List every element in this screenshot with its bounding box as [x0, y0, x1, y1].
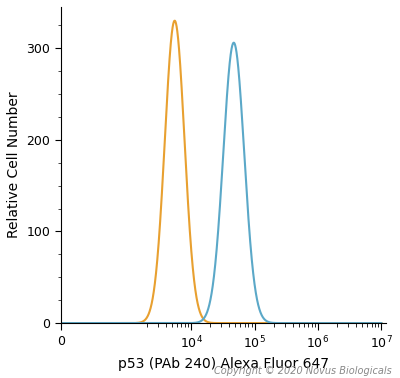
Y-axis label: Relative Cell Number: Relative Cell Number — [7, 92, 21, 239]
X-axis label: p53 (PAb 240) Alexa Fluor 647: p53 (PAb 240) Alexa Fluor 647 — [118, 357, 329, 371]
Text: Copyright © 2020 Novus Biologicals: Copyright © 2020 Novus Biologicals — [214, 366, 392, 376]
